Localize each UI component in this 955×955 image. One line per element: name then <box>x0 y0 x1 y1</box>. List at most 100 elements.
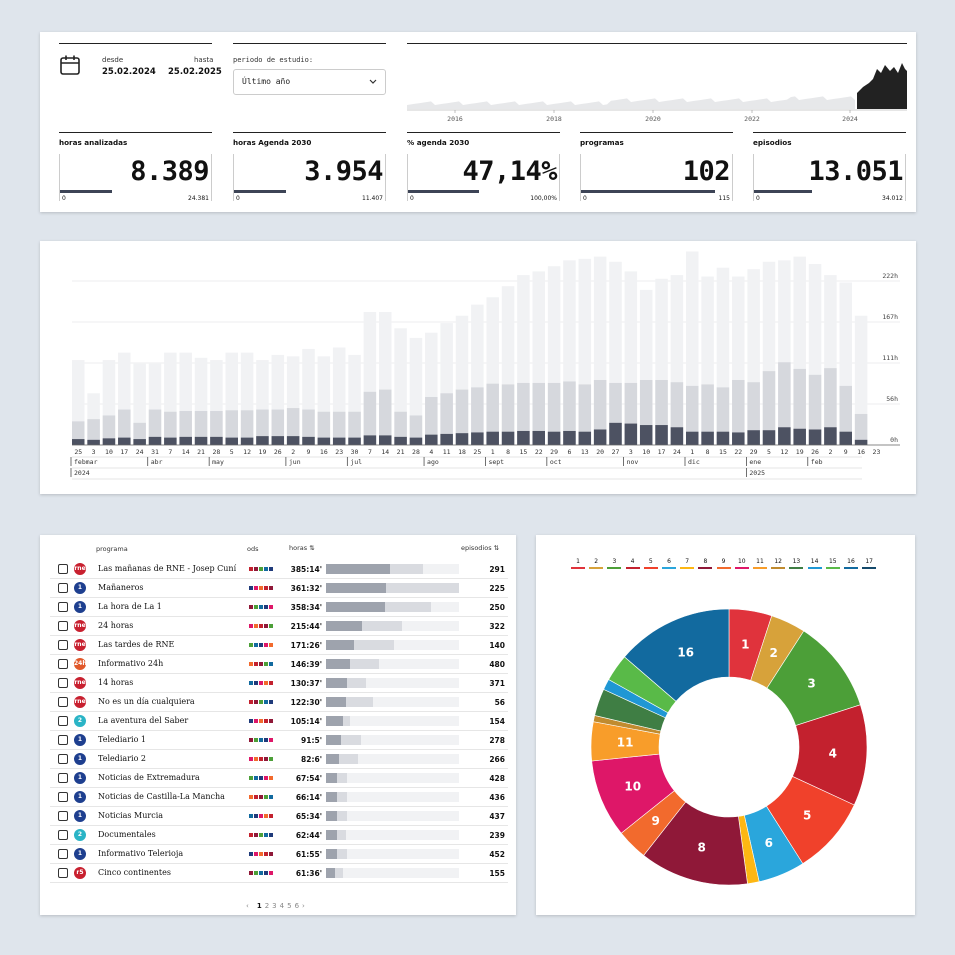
row-checkbox[interactable] <box>58 830 68 840</box>
table-row[interactable]: rne Las tardes de RNE 171:26' 140 <box>50 636 508 655</box>
channel-logo-icon: rne <box>74 563 86 575</box>
col-programa[interactable]: programa <box>96 545 128 553</box>
row-checkbox[interactable] <box>58 868 68 878</box>
table-row[interactable]: rne No es un día cualquiera 122:30' 56 <box>50 693 508 712</box>
row-checkbox[interactable] <box>58 773 68 783</box>
legend-item[interactable]: 7 <box>680 559 695 569</box>
row-checkbox[interactable] <box>58 754 68 764</box>
program-name[interactable]: Noticias de Extremadura <box>98 773 200 782</box>
page-button[interactable]: 2 <box>264 902 270 910</box>
table-row[interactable]: 24h Informativo 24h 146:39' 480 <box>50 655 508 674</box>
page-button[interactable]: 1 <box>256 902 262 910</box>
next-page-button[interactable]: › <box>302 902 305 910</box>
legend-item[interactable]: 13 <box>789 559 804 569</box>
legend-item[interactable]: 4 <box>625 559 640 569</box>
row-checkbox[interactable] <box>58 621 68 631</box>
legend-item[interactable]: 10 <box>734 559 749 569</box>
col-episodios[interactable]: episodios ⇅ <box>461 544 500 552</box>
legend-item[interactable]: 12 <box>771 559 786 569</box>
program-name[interactable]: La hora de La 1 <box>98 602 162 611</box>
legend-item[interactable]: 3 <box>607 558 622 569</box>
program-episodes: 437 <box>489 812 505 821</box>
program-name[interactable]: Cinco continentes <box>98 868 171 877</box>
legend-item[interactable]: 2 <box>589 559 604 569</box>
program-name[interactable]: Mañaneros <box>98 583 144 592</box>
program-name[interactable]: Telediario 1 <box>98 735 147 744</box>
row-checkbox[interactable] <box>58 678 68 688</box>
legend-item[interactable]: 5 <box>643 559 658 569</box>
page-button[interactable]: 5 <box>287 902 292 910</box>
legend-item[interactable]: 11 <box>753 559 767 569</box>
timeline-chart[interactable]: 2016 2018 2020 2022 2024 <box>407 57 907 127</box>
table-row[interactable]: 2 La aventura del Saber 105:14' 154 <box>50 712 508 731</box>
ods-swatch <box>264 795 268 799</box>
program-name[interactable]: Telediario 2 <box>98 754 147 763</box>
col-ods[interactable]: ods <box>247 545 259 553</box>
page-button[interactable]: 6 <box>294 902 300 910</box>
bar-analyzed <box>102 415 116 445</box>
row-checkbox[interactable] <box>58 792 68 802</box>
row-checkbox[interactable] <box>58 659 68 669</box>
row-checkbox[interactable] <box>58 640 68 650</box>
table-row[interactable]: rne Las mañanas de RNE - Josep Cuní 385:14… <box>50 560 508 579</box>
program-name[interactable]: La aventura del Saber <box>98 716 189 725</box>
table-row[interactable]: 2 Documentales 62:44' 239 <box>50 826 508 845</box>
ods-swatches <box>249 795 274 814</box>
program-name[interactable]: Informativo Telerioja <box>98 849 184 858</box>
desde-value[interactable]: 25.02.2024 <box>102 67 156 77</box>
program-name[interactable]: 14 horas <box>98 678 134 687</box>
legend-swatch <box>662 567 676 569</box>
table-row[interactable]: 1 Noticias de Castilla-La Mancha 66:14' 436 <box>50 788 508 807</box>
row-checkbox[interactable] <box>58 583 68 593</box>
legend-item[interactable]: 16 <box>844 559 858 569</box>
ods-swatch <box>269 852 273 856</box>
table-row[interactable]: rne 14 horas 130:37' 371 <box>50 674 508 693</box>
legend-item[interactable]: 9 <box>716 559 731 569</box>
col-horas[interactable]: horas ⇅ <box>289 544 315 552</box>
table-row[interactable]: 1 Informativo Telerioja 61:55' 452 <box>50 845 508 864</box>
donut-slice-16[interactable] <box>624 608 730 702</box>
program-name[interactable]: Noticias de Castilla-La Mancha <box>98 792 225 801</box>
row-checkbox[interactable] <box>58 849 68 859</box>
row-checkbox[interactable] <box>58 735 68 745</box>
legend-item[interactable]: 1 <box>571 559 585 569</box>
legend-item[interactable]: 14 <box>807 559 822 569</box>
program-name[interactable]: Documentales <box>98 830 156 839</box>
legend-item[interactable]: 8 <box>698 559 713 569</box>
program-name[interactable]: Las mañanas de RNE - Josep Cuní <box>98 564 237 573</box>
program-name[interactable]: Noticias Murcia <box>98 811 164 820</box>
bar-agenda <box>808 429 822 445</box>
legend-item[interactable]: 17 <box>862 559 877 569</box>
table-row[interactable]: 1 Noticias Murcia 65:34' 437 <box>50 807 508 826</box>
row-checkbox[interactable] <box>58 811 68 821</box>
table-row[interactable]: 1 Mañaneros 361:32' 225 <box>50 579 508 598</box>
channel-logo-icon: 1 <box>74 791 86 803</box>
page-button[interactable]: 3 <box>272 902 277 910</box>
periodo-select[interactable]: Último año <box>233 69 386 95</box>
table-row[interactable]: rne 24 horas 215:44' 322 <box>50 617 508 636</box>
row-checkbox[interactable] <box>58 564 68 574</box>
program-name[interactable]: Informativo 24h <box>98 659 164 668</box>
row-checkbox[interactable] <box>58 716 68 726</box>
table-row[interactable]: 1 Telediario 2 82:6' 266 <box>50 750 508 769</box>
legend-item[interactable]: 15 <box>825 559 840 569</box>
periodo-label: periodo de estudio: <box>233 56 314 64</box>
program-name[interactable]: No es un día cualquiera <box>98 697 195 706</box>
row-checkbox[interactable] <box>58 602 68 612</box>
legend-label: 3 <box>612 558 617 565</box>
program-name[interactable]: 24 horas <box>98 621 134 630</box>
calendar-icon[interactable] <box>59 54 81 76</box>
table-row[interactable]: r5 Cinco continentes 61:36' 155 <box>50 864 508 883</box>
legend-item[interactable]: 6 <box>662 559 676 569</box>
row-checkbox[interactable] <box>58 697 68 707</box>
y-tick-label: 56h <box>886 395 898 403</box>
hasta-value[interactable]: 25.02.2025 <box>168 67 222 77</box>
program-name[interactable]: Las tardes de RNE <box>98 640 175 649</box>
table-row[interactable]: 1 Noticias de Extremadura 67:54' 428 <box>50 769 508 788</box>
table-row[interactable]: 1 La hora de La 1 358:34' 250 <box>50 598 508 617</box>
legend-swatch <box>625 567 640 569</box>
page-button[interactable]: 4 <box>279 902 285 910</box>
prev-page-button[interactable]: ‹ <box>246 902 249 910</box>
x-day-label: 8 <box>506 448 510 456</box>
table-row[interactable]: 1 Telediario 1 91:5' 278 <box>50 731 508 750</box>
